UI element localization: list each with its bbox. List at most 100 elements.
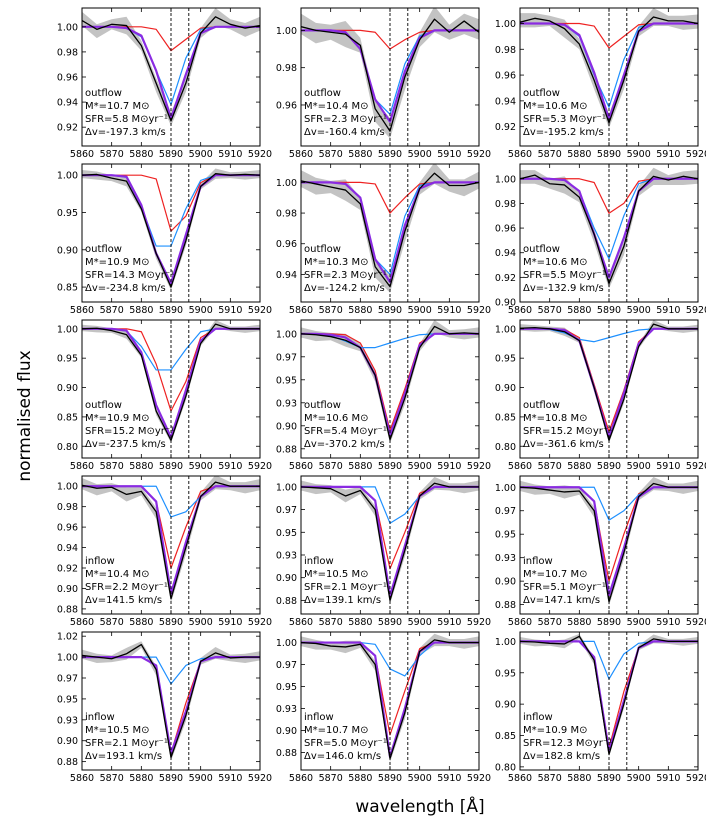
x-tick-label: 5920	[467, 617, 491, 628]
x-tick-label: 5900	[408, 773, 432, 784]
x-tick-label: 5920	[248, 305, 272, 316]
flow-kind-label: inflow	[523, 556, 553, 567]
x-tick-label: 5880	[348, 305, 372, 316]
y-tick-label: 0.93	[276, 704, 297, 715]
y-tick-label: 0.94	[495, 96, 516, 107]
x-tick-label: 5880	[129, 461, 153, 472]
y-tick-label: 0.88	[57, 604, 78, 615]
y-tick-label: 0.92	[495, 122, 516, 133]
panel-7: 5860 5870 5880 5890 5900 5910 5920 0.80 0.85 0.90…	[57, 319, 272, 472]
y-tick-label: 1.00	[276, 178, 297, 189]
y-tick-label: 0.95	[57, 694, 78, 705]
sfr-label: SFR=14.3 M⊙yr⁻¹	[85, 270, 174, 281]
x-tick-label: 5860	[289, 773, 313, 784]
stellar-mass-label: M*=10.6 M⊙	[523, 257, 587, 268]
y-tick-label: 0.90	[57, 736, 78, 747]
observed-spectrum-line	[520, 174, 698, 285]
y-tick-label: 0.96	[276, 239, 297, 250]
x-tick-label: 5910	[437, 461, 461, 472]
y-tick-label: 0.96	[276, 100, 297, 111]
x-tick-label: 5890	[378, 149, 402, 160]
x-tick-label: 5900	[627, 617, 651, 628]
data-error-band	[301, 8, 479, 139]
y-tick-label: 1.00	[276, 638, 297, 649]
y-tick-label: 0.80	[495, 762, 516, 773]
panel-12: 5860 5870 5880 5890 5900 5910 5920 0.88 0.90 0.93…	[495, 475, 706, 628]
data-error-band	[520, 476, 698, 606]
x-tick-label: 5860	[508, 149, 532, 160]
observed-spectrum-line	[301, 325, 479, 441]
x-tick-label: 5860	[508, 773, 532, 784]
x-tick-label: 5920	[467, 305, 491, 316]
x-tick-label: 5880	[567, 461, 591, 472]
delta-v-label: Δv=-234.8 km/s	[85, 283, 166, 294]
x-tick-label: 5910	[656, 305, 680, 316]
delta-v-label: Δv=-160.4 km/s	[304, 127, 385, 138]
y-tick-label: 0.97	[276, 660, 297, 671]
sfr-label: SFR=5.5 M⊙yr⁻¹	[523, 270, 606, 281]
y-tick-label: 0.95	[276, 682, 297, 693]
x-tick-label: 5910	[218, 305, 242, 316]
delta-v-label: Δv=-197.3 km/s	[85, 127, 166, 138]
x-tick-label: 5870	[538, 461, 562, 472]
y-tick-label: 0.95	[495, 354, 516, 365]
y-tick-label: 1.00	[495, 483, 516, 494]
x-tick-label: 5890	[597, 617, 621, 628]
y-tick-label: 0.98	[57, 47, 78, 58]
x-tick-label: 5900	[627, 305, 651, 316]
stellar-mass-label: M*=10.9 M⊙	[85, 257, 149, 268]
y-tick-label: 0.96	[57, 523, 78, 534]
y-axis-label: normalised flux	[15, 350, 35, 481]
delta-v-label: Δv=147.1 km/s	[523, 595, 600, 606]
total-model-line	[301, 29, 479, 123]
x-tick-label: 5880	[348, 149, 372, 160]
y-tick-label: 0.85	[57, 283, 78, 294]
y-tick-label: 0.96	[57, 73, 78, 84]
observed-spectrum-line	[301, 18, 479, 132]
x-tick-label: 5860	[70, 305, 94, 316]
stellar-mass-label: M*=10.7 M⊙	[523, 569, 587, 580]
panel-9: 5860 5870 5880 5890 5900 5910 5920 0.80 0.85 0.90…	[495, 319, 706, 472]
y-tick-label: 0.95	[495, 530, 516, 541]
y-tick-label: 0.95	[276, 528, 297, 539]
x-tick-label: 5860	[70, 617, 94, 628]
y-tick-label: 0.90	[276, 726, 297, 737]
x-tick-label: 5920	[686, 461, 706, 472]
x-tick-label: 5920	[248, 149, 272, 160]
y-tick-label: 0.97	[276, 505, 297, 516]
y-tick-label: 0.96	[495, 71, 516, 82]
flow-kind-label: inflow	[523, 712, 553, 723]
stellar-mass-label: M*=10.9 M⊙	[85, 413, 149, 424]
x-tick-label: 5880	[567, 773, 591, 784]
y-tick-label: 0.92	[57, 123, 78, 134]
data-error-band	[520, 633, 698, 757]
y-tick-label: 1.00	[57, 22, 78, 33]
y-tick-label: 0.90	[57, 584, 78, 595]
x-tick-label: 5890	[159, 617, 183, 628]
flow-kind-label: outflow	[523, 244, 560, 255]
stellar-mass-label: M*=10.8 M⊙	[523, 413, 587, 424]
stellar-mass-label: M*=10.6 M⊙	[523, 101, 587, 112]
x-tick-label: 5880	[567, 617, 591, 628]
y-tick-label: 1.00	[495, 637, 516, 648]
y-tick-label: 0.88	[276, 444, 297, 455]
x-tick-label: 5910	[656, 773, 680, 784]
y-tick-label: 0.88	[276, 596, 297, 607]
x-tick-label: 5890	[159, 773, 183, 784]
y-tick-label: 0.95	[57, 208, 78, 219]
x-tick-label: 5870	[100, 617, 124, 628]
delta-v-label: Δv=-237.5 km/s	[85, 439, 166, 450]
y-tick-label: 1.02	[57, 632, 78, 643]
x-tick-label: 5920	[686, 149, 706, 160]
x-tick-label: 5860	[289, 461, 313, 472]
y-tick-label: 0.92	[57, 564, 78, 575]
y-tick-label: 0.80	[495, 442, 516, 453]
flow-kind-label: inflow	[304, 556, 334, 567]
y-tick-label: 0.90	[57, 383, 78, 394]
stellar-mass-label: M*=10.9 M⊙	[523, 725, 587, 736]
x-tick-label: 5900	[627, 461, 651, 472]
sfr-label: SFR=12.3 M⊙yr⁻¹	[523, 738, 612, 749]
y-tick-label: 0.88	[57, 757, 78, 768]
flow-kind-label: outflow	[85, 88, 122, 99]
data-error-band	[301, 633, 479, 763]
